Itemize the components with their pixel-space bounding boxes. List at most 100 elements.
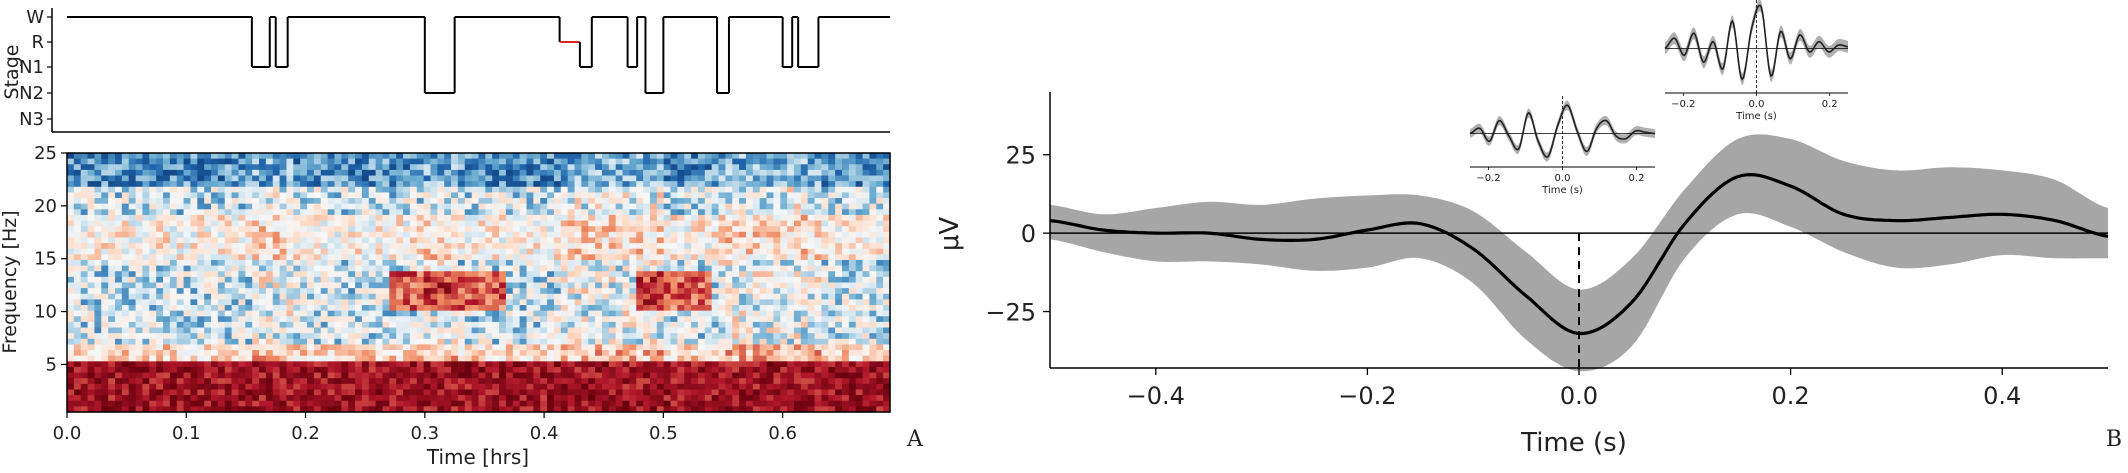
spectrogram-cell	[773, 406, 781, 413]
spectrogram-cell	[759, 395, 768, 402]
spectrogram-cell	[718, 192, 726, 199]
spectrogram-cell	[437, 383, 445, 391]
spectrogram-cell	[163, 259, 171, 267]
spectrogram-cell	[581, 192, 589, 199]
spectrogram-cell	[471, 209, 480, 216]
spectrogram-cell	[272, 254, 281, 261]
spectrogram-cell	[574, 327, 582, 334]
spectrogram-cell	[519, 282, 528, 289]
spectrogram-cell	[684, 333, 692, 340]
spectrogram-cell	[588, 243, 596, 250]
spectrogram-cell	[423, 293, 432, 300]
spectrogram-cell	[773, 389, 781, 396]
spectrogram-cell	[437, 231, 445, 239]
spectrogram-cell	[711, 288, 720, 295]
spectrogram-cell	[471, 198, 480, 205]
spectrogram-cell	[313, 355, 322, 362]
spectrogram-cell	[423, 231, 432, 239]
spectrogram-cell	[341, 372, 349, 379]
spectrogram-cell	[348, 175, 356, 182]
spectrogram-cell	[355, 321, 363, 329]
spectrogram-cell	[595, 366, 603, 374]
spectrogram-cell	[382, 366, 390, 374]
spectrogram-cell	[176, 231, 185, 239]
spectrogram-cell	[307, 271, 315, 278]
spectrogram-cell	[272, 350, 281, 357]
spectrogram-cell	[94, 366, 102, 374]
spectrogram-cell	[156, 175, 164, 182]
spectrogram-cell	[361, 310, 370, 317]
spectrogram-cell	[540, 164, 548, 171]
spectrogram-cell	[752, 327, 761, 334]
spectrogram-cell	[759, 254, 768, 261]
spectrogram-cell	[272, 327, 281, 334]
spectrogram-cell	[348, 299, 356, 306]
spectrogram-cell	[382, 344, 390, 351]
spectrogram-cell	[80, 406, 89, 413]
spectrogram-cell	[615, 293, 624, 300]
spectrogram-cell	[80, 164, 89, 171]
spectrogram-cell	[793, 333, 802, 340]
spectrogram-cell	[643, 400, 651, 407]
spectrogram-cell	[396, 181, 404, 188]
spectrogram-cell	[403, 338, 411, 346]
spectrogram-cell	[478, 276, 486, 284]
spectrogram-cell	[745, 406, 754, 413]
spectrogram-cell	[540, 192, 548, 199]
spectrogram-cell	[403, 192, 411, 199]
spectrogram-cell	[430, 299, 438, 306]
spectrogram-cell	[341, 276, 349, 284]
spectrogram-cell	[368, 338, 377, 346]
spectrogram-cell	[348, 198, 356, 205]
spectrogram-cell	[313, 209, 322, 216]
spectrogram-cell	[293, 366, 301, 374]
spectrogram-cell	[245, 214, 253, 222]
spectrogram-cell	[190, 316, 198, 323]
spectrogram-cell	[725, 282, 733, 289]
spectrogram-cell	[636, 327, 644, 334]
spectrogram-cell	[259, 181, 267, 188]
spectrogram-cell	[567, 355, 576, 362]
spectrogram-cell	[780, 327, 788, 334]
spectrogram-cell	[211, 344, 219, 351]
spectrogram-cell	[307, 231, 315, 239]
spectrogram-cell	[169, 243, 178, 250]
spectrogram-cell	[553, 254, 562, 261]
spectrogram-cell	[176, 265, 185, 272]
spectrogram-cell	[444, 186, 452, 194]
spectrogram-cell	[595, 254, 603, 261]
spectrogram-cell	[320, 164, 329, 171]
spectrogram-cell	[457, 406, 466, 413]
spectrogram-cell	[334, 220, 342, 227]
spectrogram-cell	[293, 158, 301, 165]
spectrogram-cell	[355, 175, 363, 182]
spectrogram-cell	[725, 327, 733, 334]
spectrogram-cell	[67, 355, 75, 362]
spectrogram-cell	[560, 316, 569, 323]
spectrogram-cell	[725, 209, 733, 216]
spectrogram-cell	[553, 288, 562, 295]
spectrogram-cell	[533, 378, 541, 385]
spectrogram-cell	[540, 389, 548, 396]
spectrogram-cell	[464, 226, 473, 233]
spectrogram-cell	[636, 198, 644, 205]
spectrogram-cell	[492, 293, 500, 300]
spectrogram-cell	[540, 231, 548, 239]
spectrogram-cell	[457, 361, 466, 368]
spectrogram-cell	[629, 288, 637, 295]
spectrogram-cell	[629, 158, 637, 165]
spectrogram-cell	[457, 243, 466, 250]
spectrogram-cell	[176, 372, 185, 379]
spectrogram-cell	[540, 259, 548, 267]
spectrogram-cell	[142, 209, 150, 216]
spectrogram-cell	[670, 344, 678, 351]
spectrogram-cell	[341, 293, 349, 300]
spectrogram-cell	[307, 293, 315, 300]
spectrogram-cell	[752, 383, 761, 391]
spectrogram-cell	[512, 169, 521, 177]
spectrogram-cell	[142, 378, 150, 385]
spectrogram-cell	[286, 355, 294, 362]
spectrogram-cell	[211, 299, 219, 306]
spectrogram-cell	[711, 226, 720, 233]
spectrogram-cell	[135, 333, 144, 340]
